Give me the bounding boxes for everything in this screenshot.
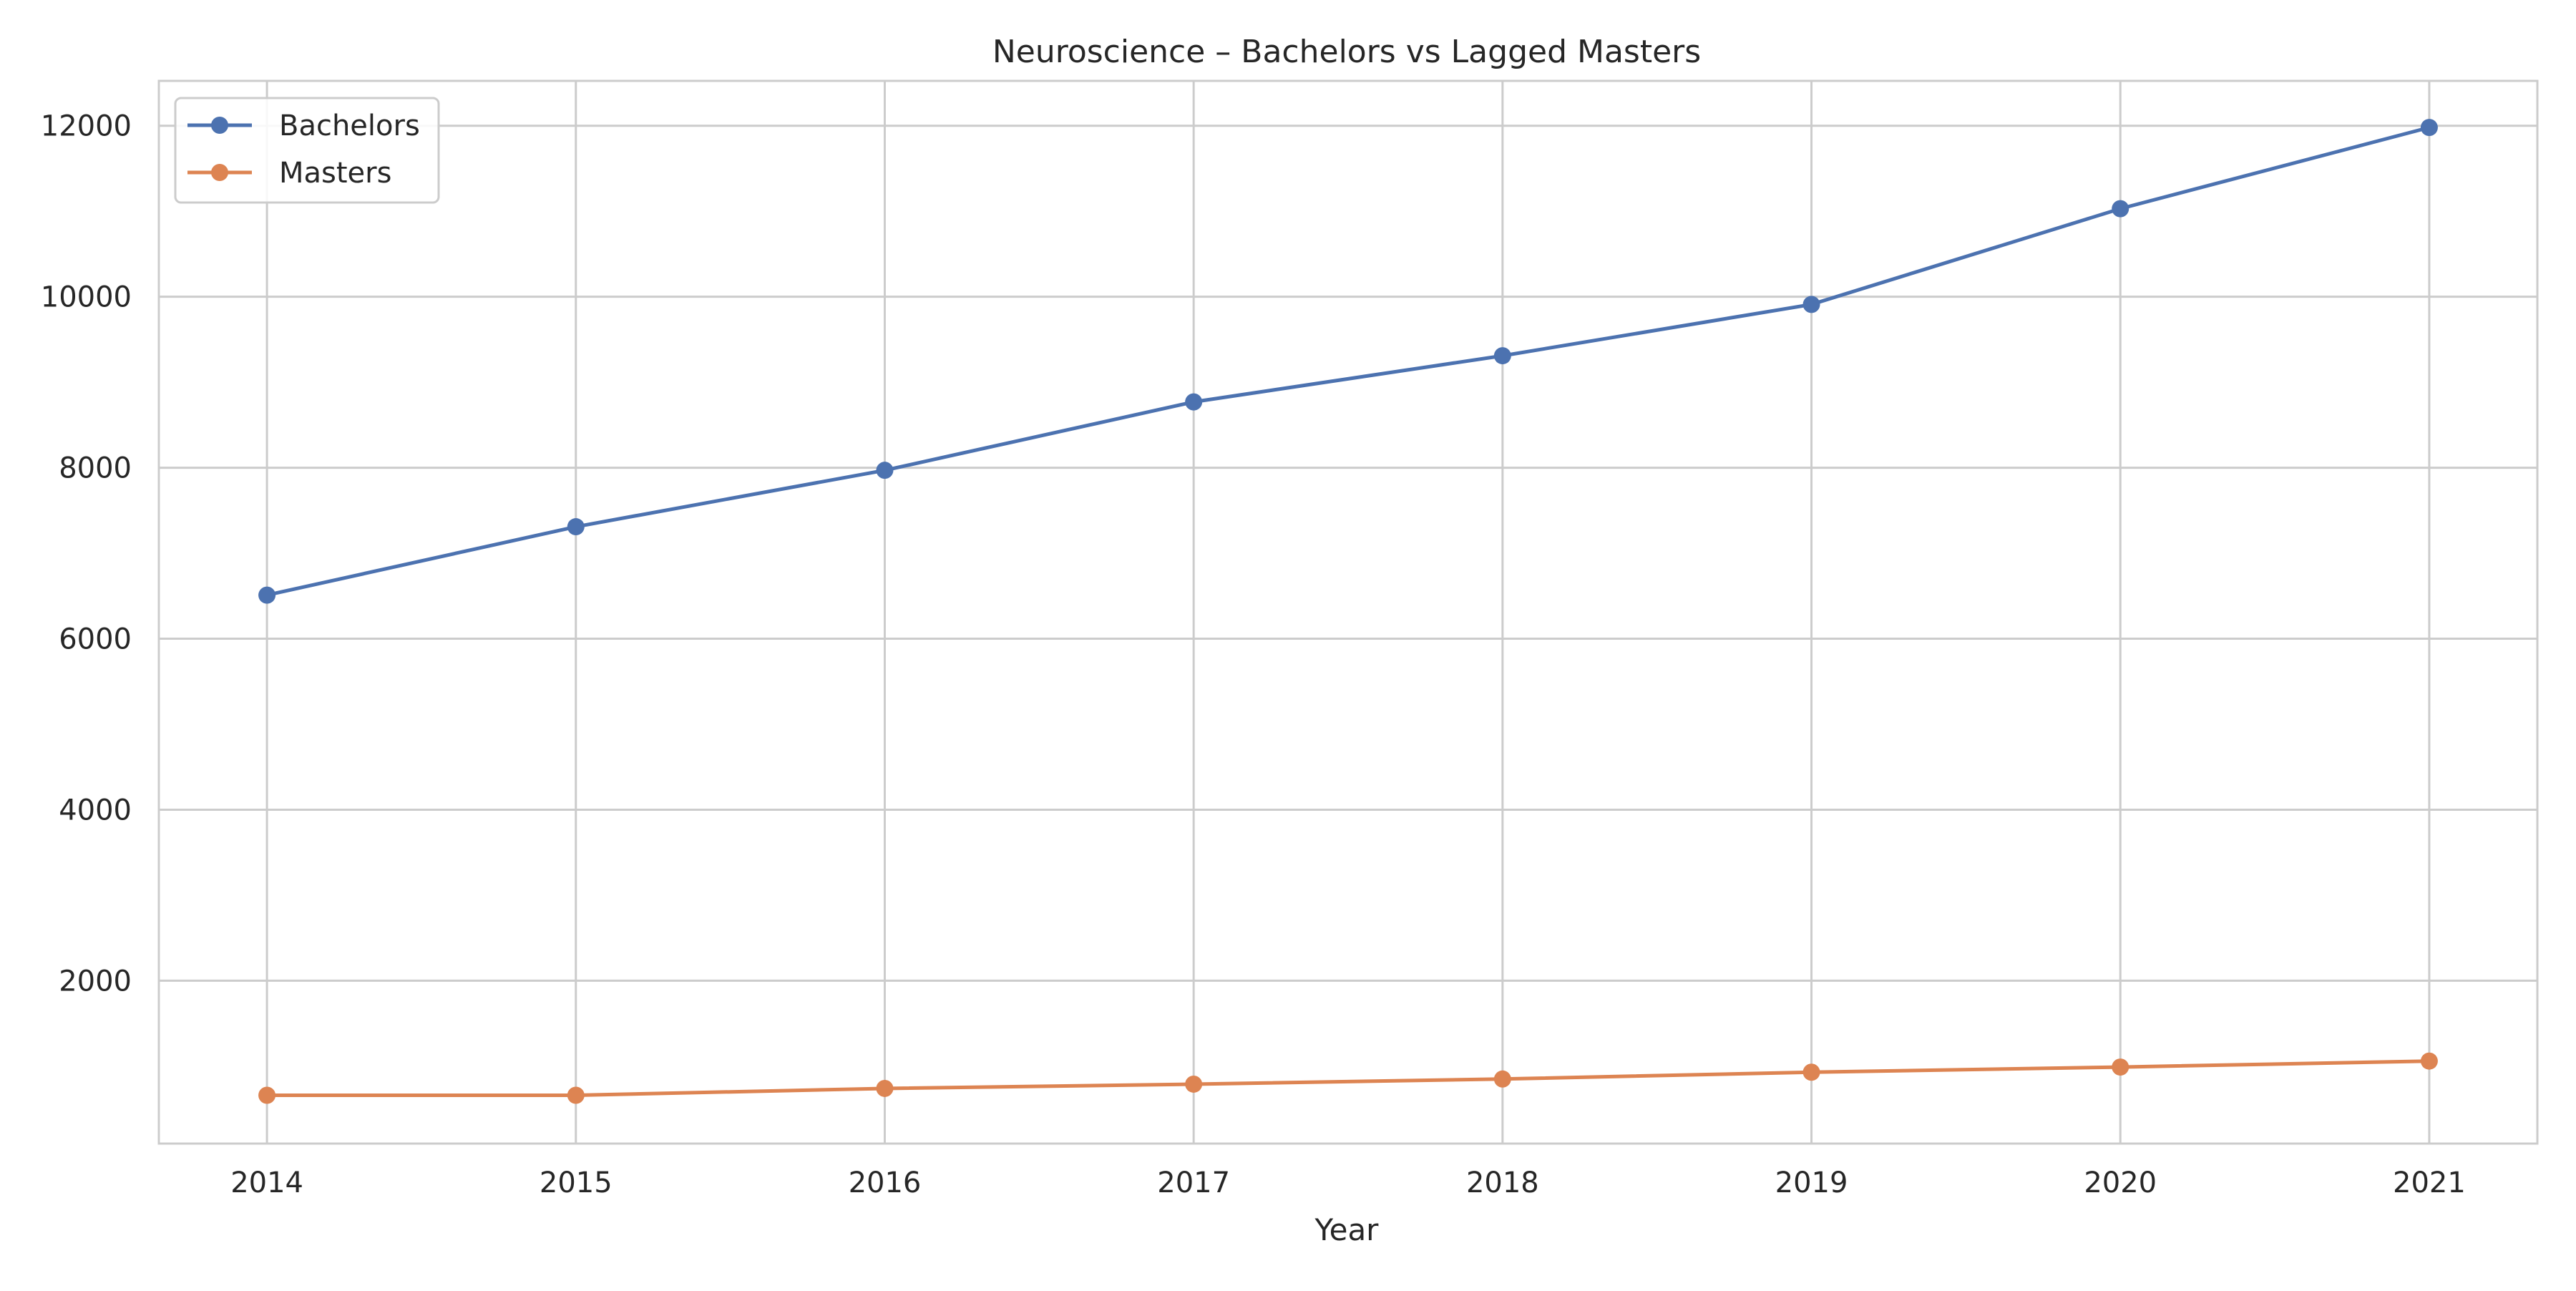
plot-frame xyxy=(157,79,2539,1145)
x-tick-label: 2014 xyxy=(230,1166,303,1199)
x-tick-label: 2021 xyxy=(2393,1166,2466,1199)
bachelors-point xyxy=(876,462,894,479)
bachelors-point xyxy=(567,518,585,536)
x-tick-label: 2018 xyxy=(1466,1166,1539,1199)
masters-point xyxy=(1185,1075,1203,1093)
series-bachelors xyxy=(258,119,2438,604)
x-tick-label: 2020 xyxy=(2084,1166,2157,1199)
masters-point xyxy=(1802,1063,1820,1081)
y-axis-ticks: 2000 4000 6000 8000 10000 12000 xyxy=(41,110,132,998)
grid xyxy=(159,81,2537,1144)
x-axis-ticks: 2014 2015 2016 2017 2018 2019 2020 2021 xyxy=(230,1166,2466,1199)
x-tick-label: 2019 xyxy=(1775,1166,1848,1199)
legend: Bachelors Masters xyxy=(174,97,440,204)
masters-point xyxy=(876,1079,894,1097)
bachelors-line xyxy=(266,125,2430,598)
bachelors-point xyxy=(2420,119,2438,137)
bachelors-point xyxy=(258,586,276,604)
y-tick-label: 8000 xyxy=(59,452,132,485)
series-masters xyxy=(258,1052,2438,1104)
bachelors-point xyxy=(1493,347,1511,365)
series-layer xyxy=(258,119,2438,1104)
masters-point xyxy=(2420,1052,2438,1070)
bachelors-point xyxy=(2112,200,2129,218)
y-tick-label: 2000 xyxy=(59,965,132,998)
masters-point xyxy=(258,1086,276,1104)
masters-point xyxy=(1493,1070,1511,1088)
legend-masters-label: Masters xyxy=(279,157,391,190)
x-tick-label: 2017 xyxy=(1157,1166,1230,1199)
x-tick-label: 2015 xyxy=(540,1166,613,1199)
legend-masters-marker xyxy=(211,164,228,181)
bachelors-point xyxy=(1802,296,1820,313)
y-tick-label: 6000 xyxy=(59,623,132,656)
legend-bachelors-label: Bachelors xyxy=(279,109,420,142)
masters-point xyxy=(567,1086,585,1104)
x-tick-label: 2016 xyxy=(849,1166,922,1199)
y-tick-label: 10000 xyxy=(41,281,132,314)
x-axis-title: Year xyxy=(1314,1212,1380,1247)
chart-title: Neuroscience – Bachelors vs Lagged Maste… xyxy=(992,34,1701,70)
bachelors-point xyxy=(1185,393,1203,411)
y-tick-label: 4000 xyxy=(59,794,132,827)
masters-point xyxy=(2112,1058,2129,1076)
legend-bachelors-marker xyxy=(211,117,228,134)
masters-line xyxy=(267,1059,2429,1097)
y-tick-label: 12000 xyxy=(41,110,132,143)
